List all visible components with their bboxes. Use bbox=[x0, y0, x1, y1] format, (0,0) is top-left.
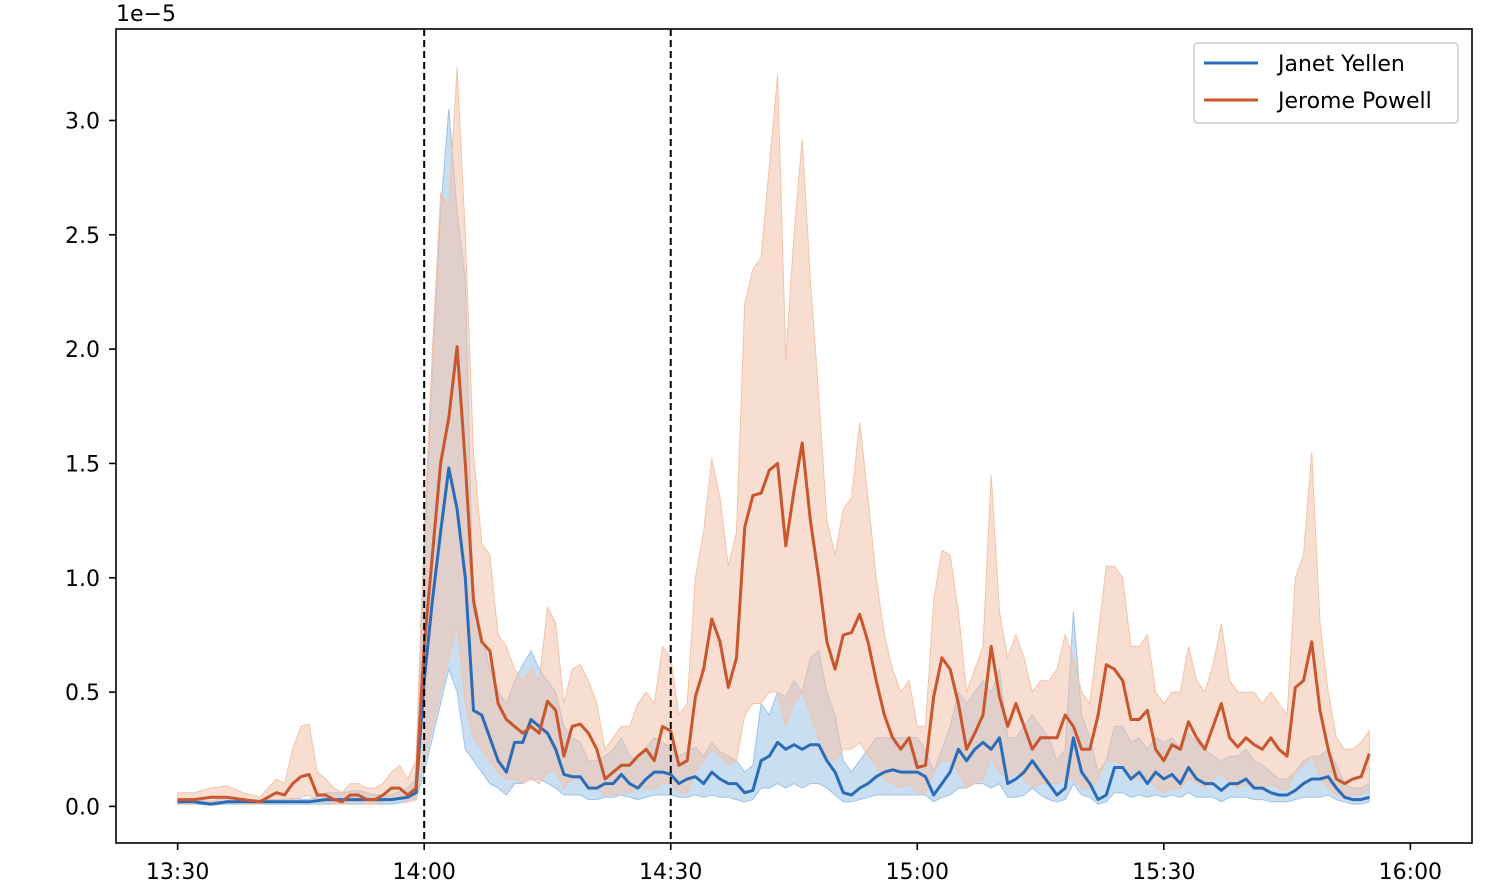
janet-yellen-line bbox=[177, 466, 1370, 806]
plot-area-frame bbox=[115, 28, 1473, 844]
y-axis-scale-label: 1e−5 bbox=[116, 2, 176, 27]
x-axis: 13:30 14:00 14:30 15:00 15:30 16:00 bbox=[146, 843, 1442, 885]
x-tick-label: 14:30 bbox=[639, 860, 702, 885]
y-tick-label: 1.0 bbox=[65, 567, 100, 592]
y-tick-label: 0.5 bbox=[65, 681, 100, 706]
jerome-powell-line bbox=[177, 345, 1371, 804]
event-lines bbox=[423, 29, 672, 843]
x-tick-label: 13:30 bbox=[146, 860, 209, 885]
x-tick-label: 15:00 bbox=[886, 860, 949, 885]
x-tick-label: 16:00 bbox=[1379, 860, 1442, 885]
x-tick-label: 14:00 bbox=[392, 860, 455, 885]
confidence-bands bbox=[177, 67, 1370, 806]
legend-label: Janet Yellen bbox=[1276, 52, 1405, 77]
y-tick-label: 2.0 bbox=[65, 338, 100, 363]
y-axis: 0.0 0.5 1.0 1.5 2.0 2.5 3.0 bbox=[65, 109, 116, 820]
legend: Janet Yellen Jerome Powell bbox=[1193, 42, 1459, 124]
y-tick-label: 2.5 bbox=[65, 224, 100, 249]
series-lines bbox=[177, 345, 1371, 806]
y-tick-label: 1.5 bbox=[65, 452, 100, 477]
legend-label: Jerome Powell bbox=[1276, 89, 1432, 114]
y-tick-label: 3.0 bbox=[65, 109, 100, 134]
legend-box bbox=[1193, 42, 1459, 124]
jerome-powell-band bbox=[177, 67, 1370, 805]
y-tick-label: 0.0 bbox=[65, 795, 100, 820]
x-tick-label: 15:30 bbox=[1132, 860, 1195, 885]
